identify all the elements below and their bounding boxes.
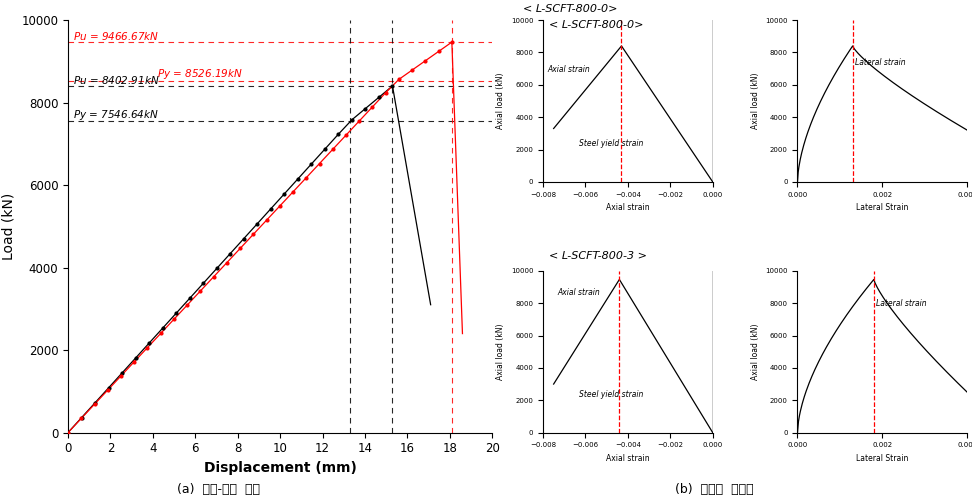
X-axis label: Displacement (mm): Displacement (mm) (204, 461, 357, 475)
Text: Lateral strain: Lateral strain (854, 58, 905, 67)
Text: Axial strain: Axial strain (558, 288, 601, 297)
Text: Axial strain: Axial strain (547, 65, 590, 74)
Y-axis label: Axial load (kN): Axial load (kN) (750, 323, 760, 380)
Text: < L-SCFT-800-0>: < L-SCFT-800-0> (523, 4, 617, 14)
Y-axis label: Load (kN): Load (kN) (2, 193, 16, 260)
Text: < L-SCFT-800-3 >: < L-SCFT-800-3 > (549, 251, 647, 261)
Text: (b)  강관의  변형률: (b) 강관의 변형률 (676, 483, 753, 496)
Text: $Py$ = 7546.64kN: $Py$ = 7546.64kN (73, 108, 159, 122)
X-axis label: Axial strain: Axial strain (607, 454, 649, 463)
Text: $Pu$ = 8402.91kN: $Pu$ = 8402.91kN (73, 73, 159, 86)
Text: Steel yield strain: Steel yield strain (579, 139, 643, 148)
Text: $Pu$ = 9466.67kN: $Pu$ = 9466.67kN (73, 30, 159, 42)
Text: $Py$ = 8526.19kN: $Py$ = 8526.19kN (157, 67, 243, 81)
Text: Steel yield strain: Steel yield strain (579, 390, 643, 399)
X-axis label: Axial strain: Axial strain (607, 203, 649, 212)
Text: < L-SCFT-800-0>: < L-SCFT-800-0> (549, 20, 643, 30)
X-axis label: Lateral Strain: Lateral Strain (856, 203, 909, 212)
Y-axis label: Axial load (kN): Axial load (kN) (497, 323, 505, 380)
Y-axis label: Axial load (kN): Axial load (kN) (497, 73, 505, 129)
Y-axis label: Axial load (kN): Axial load (kN) (750, 73, 760, 129)
X-axis label: Lateral Strain: Lateral Strain (856, 454, 909, 463)
Text: (a)  하중-변위  관계: (a) 하중-변위 관계 (177, 483, 260, 496)
Text: Lateral strain: Lateral strain (876, 299, 926, 308)
